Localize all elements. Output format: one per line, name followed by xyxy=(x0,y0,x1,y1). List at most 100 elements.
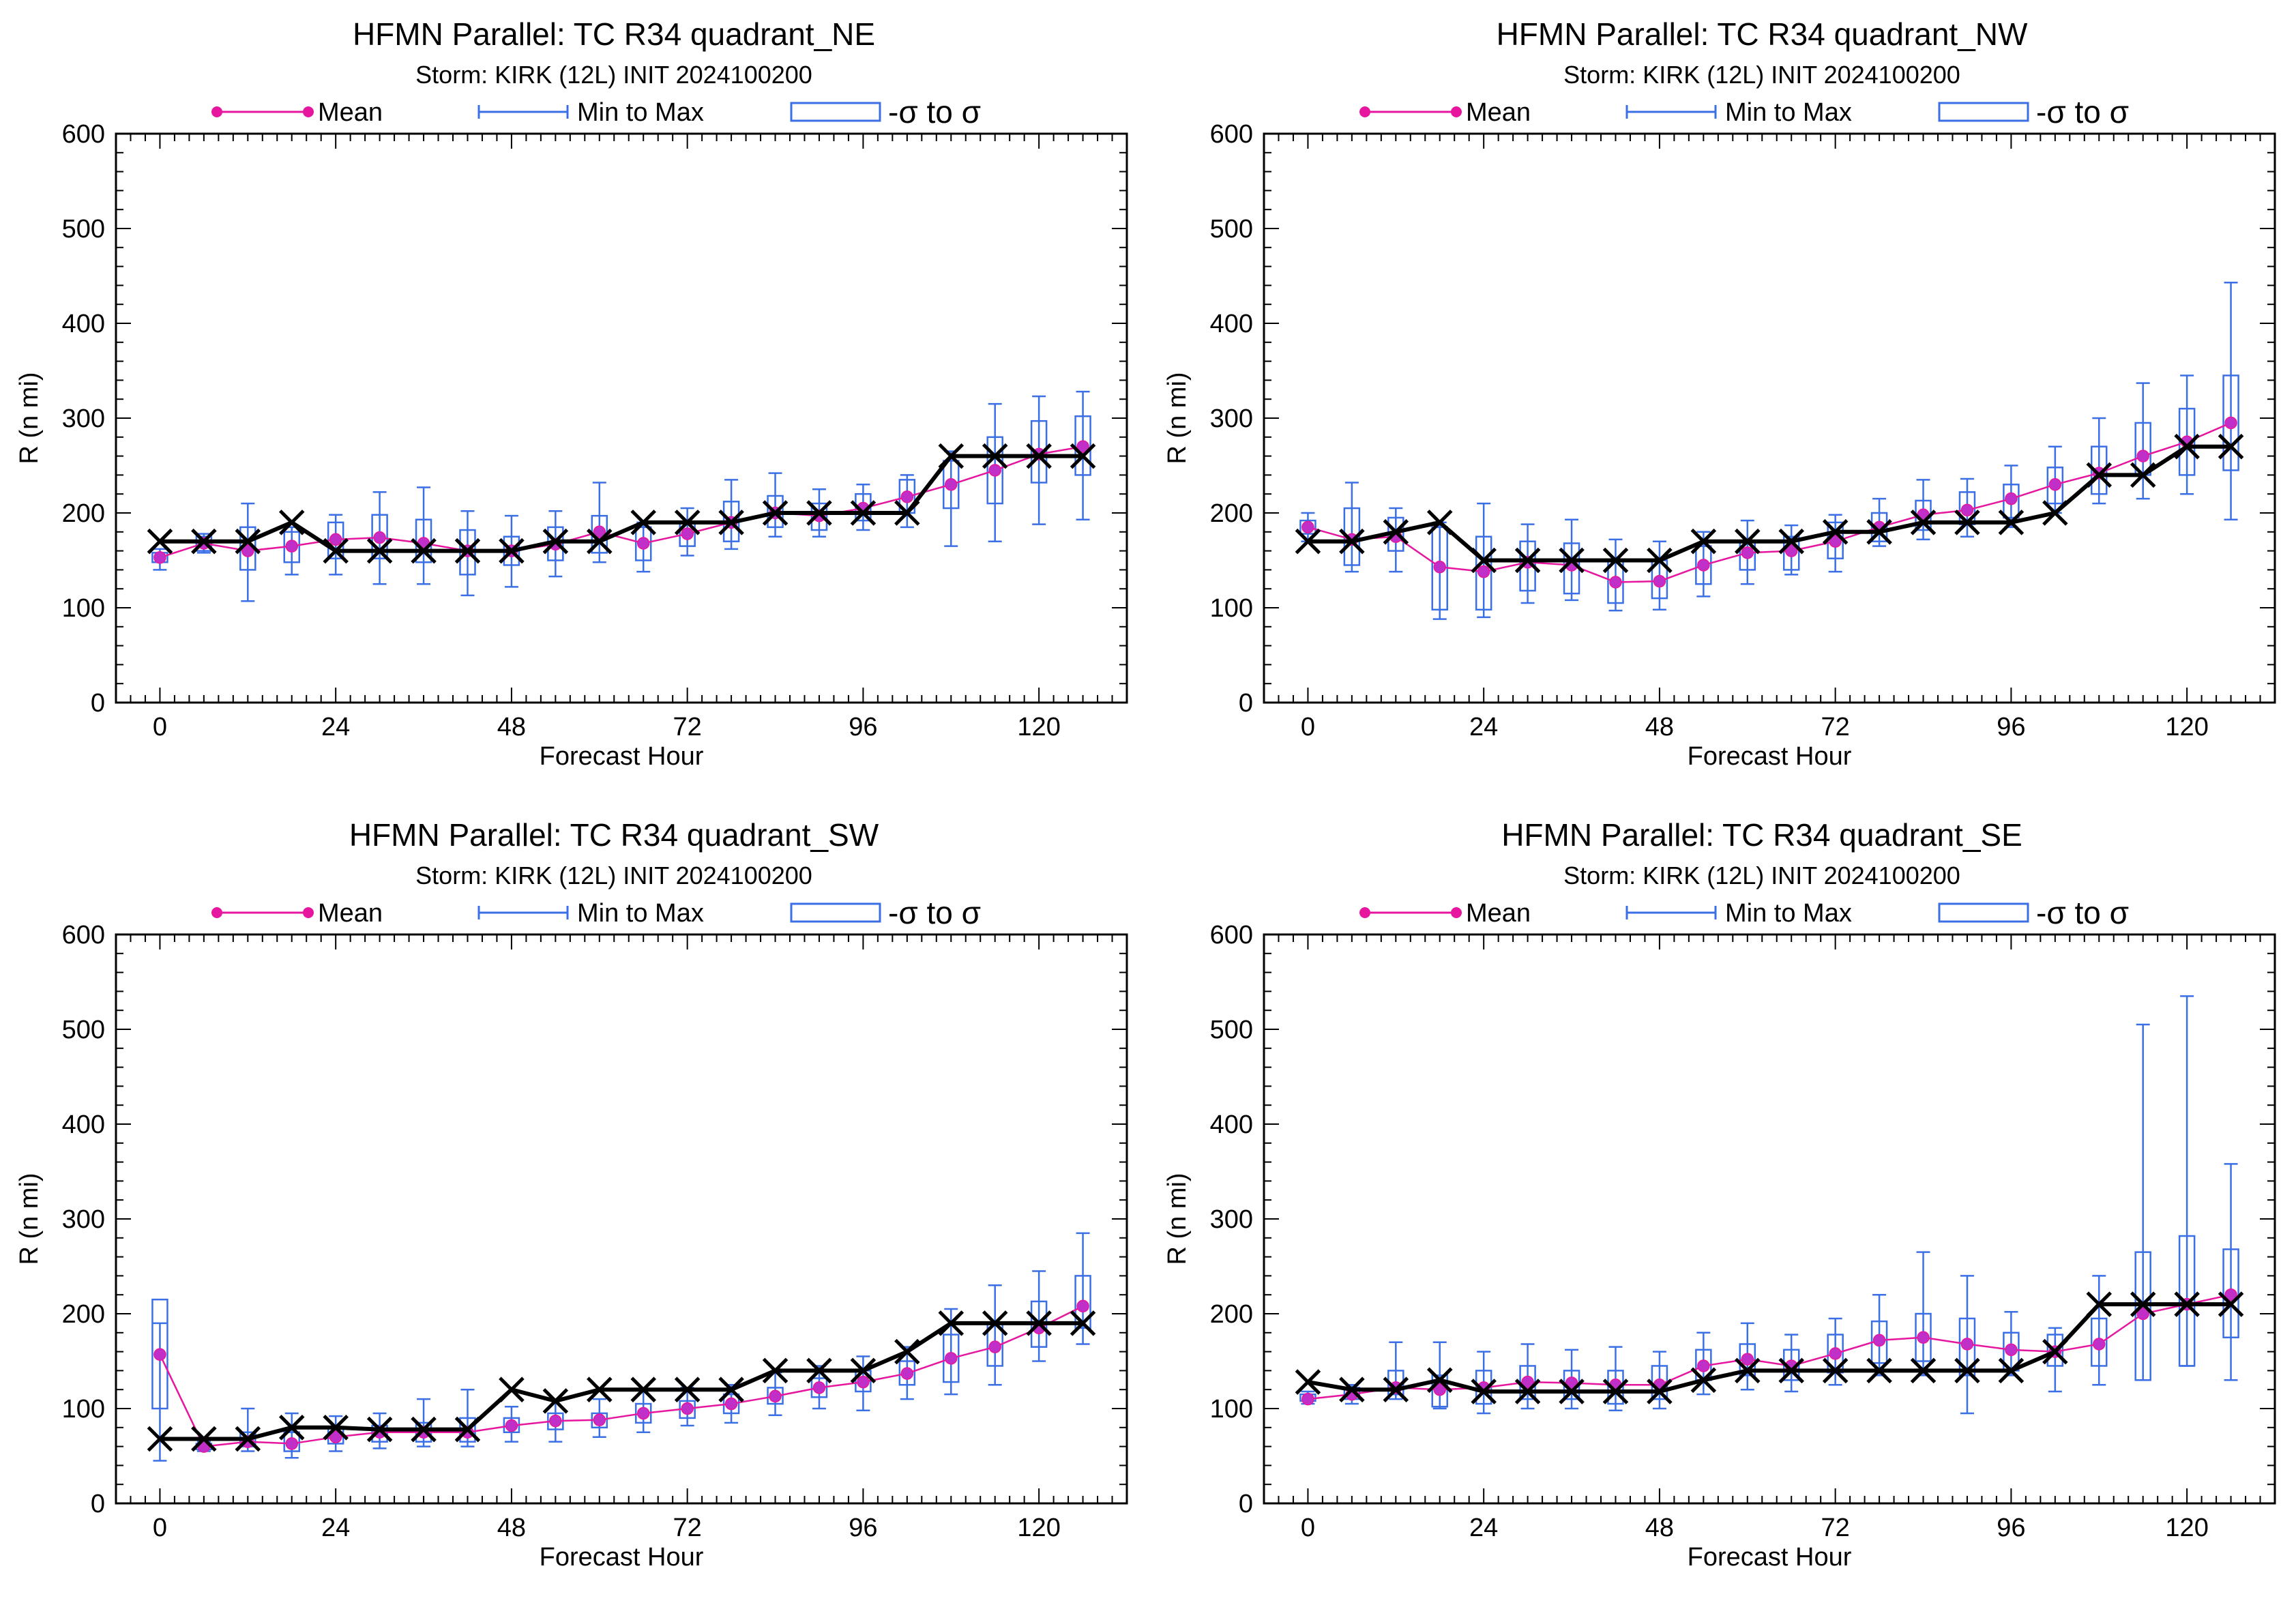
reference-marker xyxy=(278,510,305,535)
reference-line xyxy=(1307,1302,2231,1394)
sigma-box xyxy=(2222,1248,2239,1338)
legend-range-label: Min to Max xyxy=(1725,899,1852,928)
reference-marker-stroke xyxy=(894,500,920,526)
x-tick-label: 48 xyxy=(497,713,526,741)
reference-line xyxy=(160,454,1083,553)
x-tick-label: 96 xyxy=(849,1514,877,1542)
mean-point xyxy=(812,1381,826,1394)
reference-marker xyxy=(366,538,393,564)
reference-marker xyxy=(1559,1379,1585,1404)
whisker-box xyxy=(2134,1023,2151,1381)
reference-marker xyxy=(1910,1357,1937,1384)
y-tick-label: 0 xyxy=(1239,689,1253,718)
sigma-box xyxy=(943,1334,960,1383)
reference-marker xyxy=(499,538,525,564)
mean-point xyxy=(1960,503,1974,517)
reference-marker xyxy=(147,528,173,555)
plot-frame xyxy=(115,132,1128,704)
sigma-box xyxy=(2178,407,2196,476)
y-tick-label: 100 xyxy=(62,594,105,623)
x-axis-label: Forecast Hour xyxy=(1688,1543,1852,1572)
mean-point xyxy=(1521,1375,1534,1389)
legend: Mean Min to Max -σ to σ xyxy=(211,895,981,930)
reference-marker-stroke xyxy=(1295,528,1321,555)
reference-marker xyxy=(674,1376,701,1402)
sigma-box xyxy=(2046,467,2064,505)
reference-marker-stroke xyxy=(1339,528,1365,555)
legend-mean-label: Mean xyxy=(318,899,383,928)
y-tick-label: 100 xyxy=(1210,1395,1253,1424)
reference-marker-stroke xyxy=(366,538,393,564)
y-axis: 0 100 200 300 400 500 600 xyxy=(62,921,1127,1518)
mean-point xyxy=(2005,1343,2018,1357)
sigma-box xyxy=(415,518,432,563)
legend-mean-label: Mean xyxy=(318,98,383,127)
reference-marker xyxy=(1339,1376,1365,1402)
reference-marker xyxy=(542,1388,569,1414)
legend-mean-marker xyxy=(1451,907,1462,918)
reference-marker xyxy=(1822,1357,1849,1384)
y-tick-label: 200 xyxy=(62,499,105,528)
mean-point xyxy=(1784,544,1798,557)
legend-sigma-label: -σ to σ xyxy=(888,895,981,930)
chart-subtitle: Storm: KIRK (12L) INIT 2024100200 xyxy=(1563,61,1960,89)
reference-marker-stroke xyxy=(1998,510,2025,535)
reference-marker xyxy=(147,1426,173,1452)
chart-subtitle: Storm: KIRK (12L) INIT 2024100200 xyxy=(415,61,812,89)
whisker-box xyxy=(591,482,608,563)
mean-point xyxy=(1697,1359,1710,1372)
reference-marker-stroke xyxy=(1778,1357,1804,1384)
reference-marker-stroke xyxy=(323,538,349,564)
mean-point xyxy=(153,551,166,564)
sigma-box xyxy=(1475,535,1492,611)
reference-marker xyxy=(1471,547,1497,574)
reference-marker-stroke xyxy=(1690,528,1717,555)
reference-marker xyxy=(411,538,437,564)
sigma-box xyxy=(1074,1275,1091,1329)
reference-marker xyxy=(630,510,656,535)
reference-marker-stroke xyxy=(1339,1376,1365,1402)
reference-marker xyxy=(1954,510,1980,535)
reference-marker xyxy=(1026,443,1052,469)
legend-range-label: Min to Max xyxy=(577,899,704,928)
sigma-box xyxy=(1074,415,1091,476)
reference-marker-stroke xyxy=(982,1310,1008,1336)
reference-marker-stroke xyxy=(718,1376,744,1402)
plot-frame xyxy=(1263,933,2276,1505)
legend: Mean Min to Max -σ to σ xyxy=(1359,895,2129,930)
plot-frame xyxy=(115,933,1128,1505)
reference-marker-stroke xyxy=(1690,1367,1717,1394)
y-axis-label: R (n mi) xyxy=(15,1173,44,1265)
sigma-box xyxy=(151,1298,168,1410)
reference-marker-stroke xyxy=(542,528,569,555)
mean-point xyxy=(505,1419,518,1432)
reference-marker xyxy=(806,1357,832,1384)
chart-title: HFMN Parallel: TC R34 quadrant_SE xyxy=(1501,817,2022,853)
mean-point xyxy=(241,544,254,557)
reference-marker xyxy=(411,1416,437,1443)
reference-marker-stroke xyxy=(1514,547,1541,574)
y-tick-label: 0 xyxy=(91,1490,105,1518)
reference-marker-stroke xyxy=(542,1388,569,1414)
reference-marker xyxy=(1866,519,1892,545)
y-axis: 0 100 200 300 400 500 600 xyxy=(1210,921,2275,1518)
reference-marker xyxy=(1383,519,1409,545)
whisker-box xyxy=(810,488,828,538)
reference-marker xyxy=(982,1310,1008,1336)
y-tick-label: 200 xyxy=(62,1300,105,1329)
whisker-box xyxy=(2178,374,2196,495)
reference-marker-stroke xyxy=(718,510,744,535)
y-tick-label: 300 xyxy=(62,404,105,433)
reference-marker xyxy=(1514,1379,1541,1404)
reference-marker xyxy=(1383,1376,1409,1402)
reference-marker-stroke xyxy=(454,1416,481,1443)
y-tick-label: 400 xyxy=(62,310,105,338)
reference-marker xyxy=(674,510,701,535)
sigma-box xyxy=(898,1360,916,1386)
reference-marker-stroke xyxy=(1866,1357,1892,1384)
legend: Mean Min to Max -σ to σ xyxy=(1359,94,2129,130)
legend-sigma-box xyxy=(790,102,881,122)
x-axis-label: Forecast Hour xyxy=(540,1543,704,1572)
x-tick-label: 96 xyxy=(1997,713,2025,741)
reference-marker-stroke xyxy=(278,510,305,535)
